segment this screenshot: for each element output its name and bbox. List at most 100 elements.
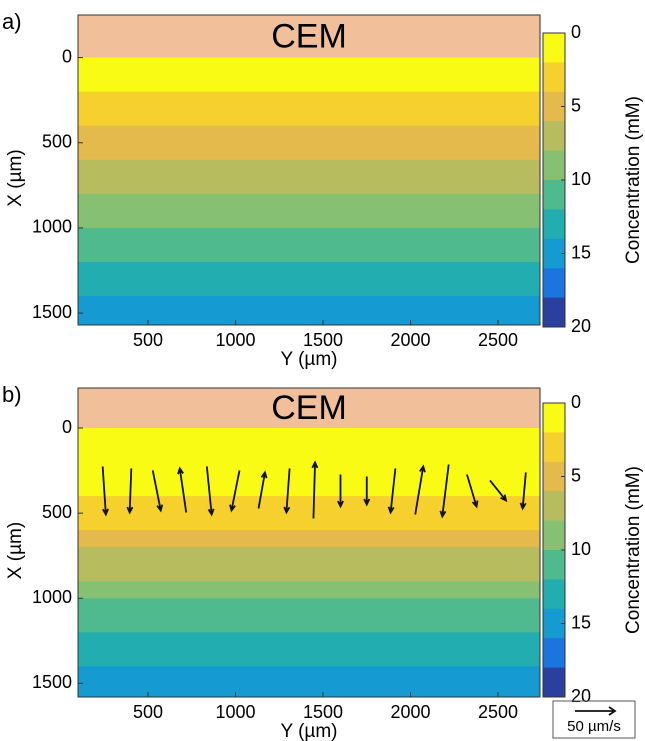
colorbar-tick-label: 5	[571, 465, 581, 485]
heatmap-row	[78, 296, 540, 314]
y-axis-label: X (µm)	[5, 149, 26, 206]
x-tick-label: 1000	[215, 330, 255, 350]
x-axis-label: Y (µm)	[280, 349, 337, 370]
velocity-arrow	[387, 468, 397, 515]
heatmap-row	[78, 564, 540, 582]
velocity-arrow	[489, 479, 508, 503]
velocity-arrow	[126, 468, 134, 515]
colorbar-label: Concentration (mM)	[623, 466, 644, 634]
heatmap-row	[78, 210, 540, 229]
colorbar-tick-label: 10	[571, 539, 591, 559]
heatmap-row	[78, 649, 540, 667]
velocity-arrow	[363, 476, 371, 507]
y-tick-label: 500	[42, 131, 72, 151]
x-tick-label: 1000	[215, 702, 255, 722]
velocity-arrow	[177, 466, 188, 513]
colorbar-swatch	[543, 403, 565, 433]
colorbar-swatch	[543, 579, 565, 610]
velocity-arrow	[229, 470, 241, 513]
colorbar-swatch	[543, 667, 565, 698]
x-tick-label: 2000	[390, 702, 430, 722]
x-tick-label: 500	[133, 702, 163, 722]
x-tick-label: 1500	[303, 330, 343, 350]
x-tick-label: 2000	[390, 330, 430, 350]
cem-label: CEM	[271, 389, 347, 427]
heatmap-row	[78, 313, 540, 326]
heatmap-row	[78, 176, 540, 195]
y-tick-label: 0	[62, 417, 72, 437]
y-tick-label: 1500	[32, 302, 72, 322]
colorbar-tick-label: 5	[571, 95, 581, 115]
y-tick-label: 500	[42, 502, 72, 522]
colorbar-swatch	[543, 638, 565, 669]
x-tick-label: 2500	[478, 330, 518, 350]
heatmap-row	[78, 244, 540, 263]
x-axis-label: Y (µm)	[280, 721, 337, 741]
colorbar-swatch	[543, 91, 565, 122]
colorbar-swatch	[543, 432, 565, 463]
panel-label: b)	[2, 382, 22, 407]
heatmap-row	[78, 159, 540, 178]
velocity-arrow	[101, 466, 109, 517]
cem-block	[78, 388, 540, 429]
colorbar-tick-label: 20	[571, 316, 591, 336]
scale-label: 50 µm/s	[567, 718, 621, 735]
velocity-arrow	[311, 460, 319, 519]
velocity-arrow	[414, 464, 426, 515]
y-tick-label: 1500	[32, 672, 72, 692]
heatmap-row	[78, 632, 540, 650]
heatmap-row	[78, 279, 540, 297]
x-tick-label: 1500	[303, 702, 343, 722]
velocity-arrow	[337, 474, 344, 509]
heatmap-row	[78, 227, 540, 246]
heatmap-row	[78, 74, 540, 93]
heatmap-row	[78, 193, 540, 212]
y-axis-label: X (µm)	[5, 522, 26, 579]
colorbar-swatch	[543, 238, 565, 269]
plot: CEM	[77, 387, 541, 698]
heatmap-row	[78, 445, 540, 463]
colorbar-swatch	[543, 268, 565, 299]
colorbar-swatch	[543, 180, 565, 210]
heatmap-row	[78, 142, 540, 161]
colorbar-swatch	[543, 491, 565, 522]
heatmap-row	[78, 683, 540, 698]
colorbar-tick-label: 10	[571, 169, 591, 189]
heatmap-row	[78, 598, 540, 616]
heatmap-row	[78, 615, 540, 633]
colorbar-swatch	[543, 520, 565, 551]
heatmap-row	[78, 91, 540, 110]
y-tick-label: 0	[62, 46, 72, 66]
colorbar-swatch	[543, 608, 565, 639]
heatmap-row	[78, 581, 540, 599]
x-tick-label: 2500	[478, 702, 518, 722]
scale-arrow	[575, 706, 617, 716]
colorbar-label: Concentration (mM)	[623, 96, 644, 264]
velocity-arrow	[439, 464, 450, 519]
heatmap-row	[78, 513, 540, 531]
heatmap-row	[78, 125, 540, 144]
heatmap-row	[78, 108, 540, 127]
colorbar-swatch	[543, 461, 565, 492]
velocity-arrow	[519, 472, 527, 511]
cem-block	[78, 15, 540, 58]
x-tick-label: 500	[133, 330, 163, 350]
velocity-arrow	[205, 466, 215, 517]
heatmap-row	[78, 666, 540, 684]
y-tick-label: 1000	[32, 217, 72, 237]
heatmap-row	[78, 530, 540, 548]
colorbar-swatch	[543, 150, 565, 181]
heatmap-row	[78, 462, 540, 480]
plot-frame	[77, 14, 541, 326]
velocity-arrow	[257, 470, 268, 509]
plot: CEM	[77, 14, 541, 326]
colorbar-tick-label: 0	[571, 392, 581, 412]
scale-box	[552, 700, 636, 739]
colorbar-tick-label: 15	[571, 612, 591, 632]
colorbar-swatch	[543, 121, 565, 152]
colorbar-tick-label: 0	[571, 22, 581, 42]
cem-label: CEM	[271, 17, 347, 55]
colorbar-swatch	[543, 297, 565, 328]
heatmap-row	[78, 57, 540, 76]
